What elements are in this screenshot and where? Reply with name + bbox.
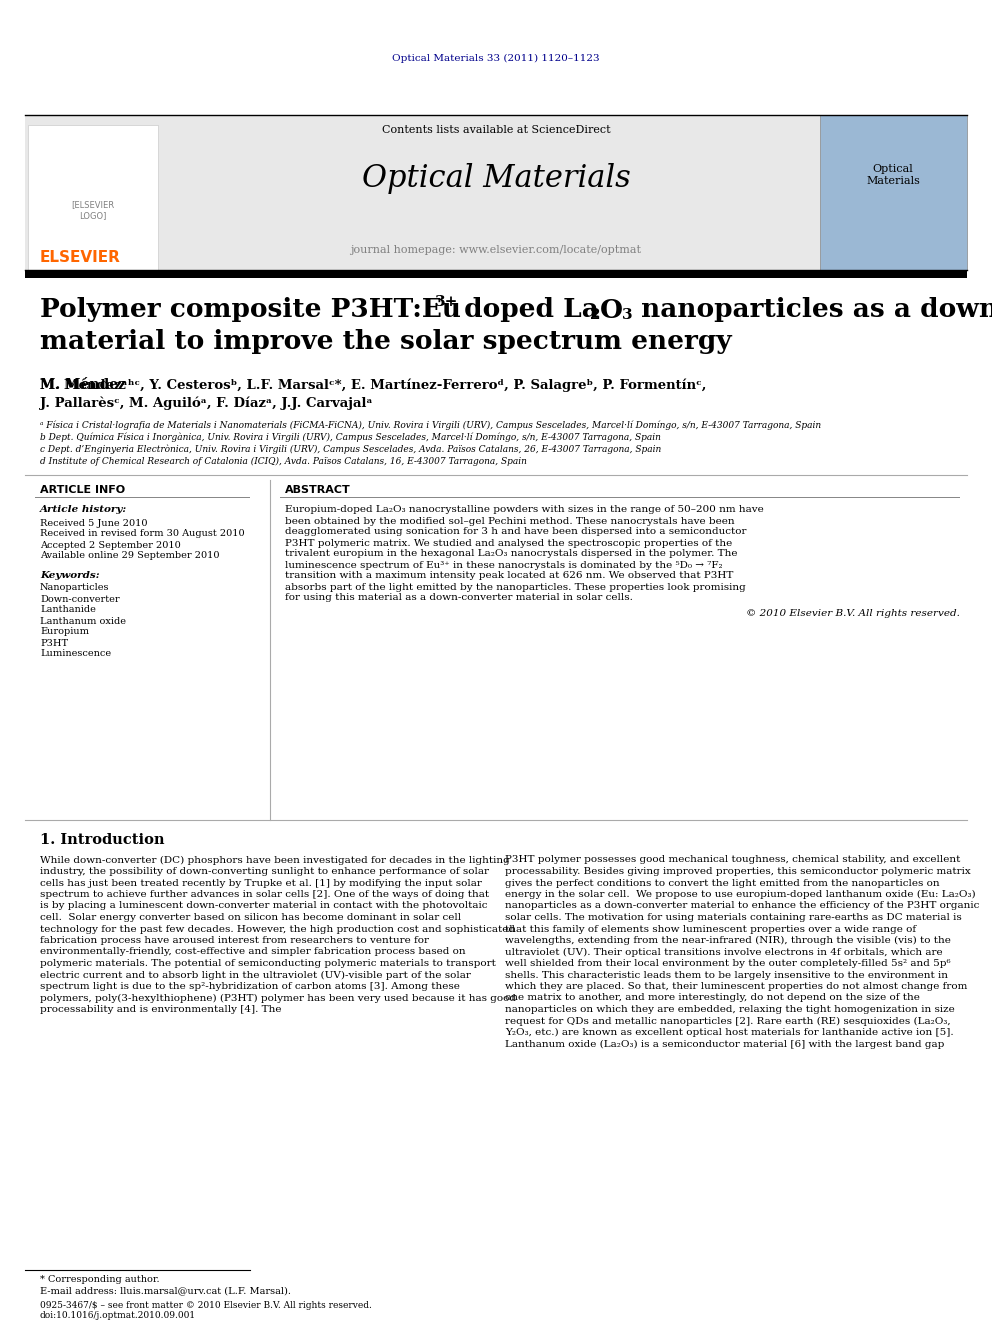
Text: technology for the past few decades. However, the high production cost and sophi: technology for the past few decades. How… bbox=[40, 925, 515, 934]
Text: ARTICLE INFO: ARTICLE INFO bbox=[40, 486, 125, 495]
Text: M. Méndez: M. Méndez bbox=[40, 378, 131, 392]
Text: E-mail address: lluis.marsal@urv.cat (L.F. Marsal).: E-mail address: lluis.marsal@urv.cat (L.… bbox=[40, 1286, 291, 1295]
Text: Nanoparticles: Nanoparticles bbox=[40, 583, 109, 593]
Text: deagglomerated using sonication for 3 h and have been dispersed into a semicondu: deagglomerated using sonication for 3 h … bbox=[285, 528, 747, 537]
Text: Lanthanum oxide (La₂O₃) is a semiconductor material [6] with the largest band ga: Lanthanum oxide (La₂O₃) is a semiconduct… bbox=[505, 1040, 944, 1049]
Text: environmentally-friendly, cost-effective and simpler fabrication process based o: environmentally-friendly, cost-effective… bbox=[40, 947, 465, 957]
Text: one matrix to another, and more interestingly, do not depend on the size of the: one matrix to another, and more interest… bbox=[505, 994, 920, 1003]
Text: 3+: 3+ bbox=[435, 295, 458, 310]
Text: Luminescence: Luminescence bbox=[40, 650, 111, 659]
Text: d Institute of Chemical Research of Catalonia (ICIQ), Avda. Països Catalans, 16,: d Institute of Chemical Research of Cata… bbox=[40, 456, 527, 466]
Text: 1. Introduction: 1. Introduction bbox=[40, 833, 165, 847]
Text: ELSEVIER: ELSEVIER bbox=[40, 250, 120, 266]
Text: journal homepage: www.elsevier.com/locate/optmat: journal homepage: www.elsevier.com/locat… bbox=[350, 245, 642, 255]
Text: Polymer composite P3HT:Eu: Polymer composite P3HT:Eu bbox=[40, 298, 461, 323]
Text: for using this material as a down-converter material in solar cells.: for using this material as a down-conver… bbox=[285, 594, 633, 602]
Text: nanoparticles as a down-converter material to enhance the efficiency of the P3HT: nanoparticles as a down-converter materi… bbox=[505, 901, 979, 910]
Text: Keywords:: Keywords: bbox=[40, 570, 99, 579]
Text: Available online 29 September 2010: Available online 29 September 2010 bbox=[40, 552, 219, 561]
Text: cells has just been treated recently by Trupke et al. [1] by modifying the input: cells has just been treated recently by … bbox=[40, 878, 482, 888]
Text: fabrication process have aroused interest from researchers to venture for: fabrication process have aroused interes… bbox=[40, 935, 429, 945]
Text: processability and is environmentally [4]. The: processability and is environmentally [4… bbox=[40, 1005, 282, 1013]
Text: 3: 3 bbox=[622, 308, 633, 321]
Bar bbox=[28, 124, 158, 270]
Text: material to improve the solar spectrum energy: material to improve the solar spectrum e… bbox=[40, 329, 732, 355]
Text: Down-converter: Down-converter bbox=[40, 594, 120, 603]
Text: © 2010 Elsevier B.V. All rights reserved.: © 2010 Elsevier B.V. All rights reserved… bbox=[746, 610, 960, 618]
Text: shells. This characteristic leads them to be largely insensitive to the environm: shells. This characteristic leads them t… bbox=[505, 971, 948, 979]
Text: doped La: doped La bbox=[455, 298, 599, 323]
Text: industry, the possibility of down-converting sunlight to enhance performance of : industry, the possibility of down-conver… bbox=[40, 867, 489, 876]
Text: P3HT polymer possesses good mechanical toughness, chemical stability, and excell: P3HT polymer possesses good mechanical t… bbox=[505, 856, 960, 864]
Text: ultraviolet (UV). Their optical transitions involve electrons in 4f orbitals, wh: ultraviolet (UV). Their optical transiti… bbox=[505, 947, 942, 957]
Text: nanoparticles as a down-converter: nanoparticles as a down-converter bbox=[632, 298, 992, 323]
Text: O: O bbox=[600, 298, 623, 323]
Text: Europium-doped La₂O₃ nanocrystalline powders with sizes in the range of 50–200 n: Europium-doped La₂O₃ nanocrystalline pow… bbox=[285, 505, 764, 515]
Text: which they are placed. So that, their luminescent properties do not almost chang: which they are placed. So that, their lu… bbox=[505, 982, 967, 991]
Text: cell.  Solar energy converter based on silicon has become dominant in solar cell: cell. Solar energy converter based on si… bbox=[40, 913, 461, 922]
Text: luminescence spectrum of Eu³⁺ in these nanocrystals is dominated by the ⁵D₀ → ⁷F: luminescence spectrum of Eu³⁺ in these n… bbox=[285, 561, 722, 569]
Text: solar cells. The motivation for using materials containing rare-earths as DC mat: solar cells. The motivation for using ma… bbox=[505, 913, 962, 922]
Text: is by placing a luminescent down-converter material in contact with the photovol: is by placing a luminescent down-convert… bbox=[40, 901, 487, 910]
Text: well shielded from their local environment by the outer completely-filled 5s² an: well shielded from their local environme… bbox=[505, 959, 950, 968]
Text: doi:10.1016/j.optmat.2010.09.001: doi:10.1016/j.optmat.2010.09.001 bbox=[40, 1311, 196, 1319]
Text: ABSTRACT: ABSTRACT bbox=[285, 486, 351, 495]
Text: 2: 2 bbox=[590, 308, 600, 321]
Text: Received 5 June 2010: Received 5 June 2010 bbox=[40, 519, 148, 528]
Text: ᵃ Física i Cristal·lografia de Materials i Nanomaterials (FiCMA-FiCNA), Univ. Ro: ᵃ Física i Cristal·lografia de Materials… bbox=[40, 421, 821, 430]
Text: absorbs part of the light emitted by the nanoparticles. These properties look pr: absorbs part of the light emitted by the… bbox=[285, 582, 746, 591]
Text: processability. Besides giving improved properties, this semiconductor polymeric: processability. Besides giving improved … bbox=[505, 867, 971, 876]
Text: that this family of elements show luminescent properties over a wide range of: that this family of elements show lumine… bbox=[505, 925, 917, 934]
Bar bbox=[820, 115, 967, 270]
Text: Optical Materials 33 (2011) 1120–1123: Optical Materials 33 (2011) 1120–1123 bbox=[392, 53, 600, 62]
Text: * Corresponding author.: * Corresponding author. bbox=[40, 1275, 160, 1285]
Text: c Dept. d’Enginyeria Electrònica, Univ. Rovira i Virgili (URV), Campus Sescelade: c Dept. d’Enginyeria Electrònica, Univ. … bbox=[40, 445, 662, 454]
Text: Europium: Europium bbox=[40, 627, 89, 636]
Text: energy in the solar cell.  We propose to use europium-doped lanthanum oxide (Eu:: energy in the solar cell. We propose to … bbox=[505, 890, 975, 900]
Text: Accepted 2 September 2010: Accepted 2 September 2010 bbox=[40, 541, 181, 549]
Text: electric current and to absorb light in the ultraviolet (UV)-visible part of the: electric current and to absorb light in … bbox=[40, 971, 471, 979]
Text: Received in revised form 30 August 2010: Received in revised form 30 August 2010 bbox=[40, 529, 245, 538]
Bar bbox=[25, 271, 967, 278]
Text: been obtained by the modified sol–gel Pechini method. These nanocrystals have be: been obtained by the modified sol–gel Pe… bbox=[285, 516, 735, 525]
Text: wavelengths, extending from the near-infrared (NIR), through the visible (vis) t: wavelengths, extending from the near-inf… bbox=[505, 935, 951, 945]
Text: P3HT: P3HT bbox=[40, 639, 68, 647]
Text: gives the perfect conditions to convert the light emitted from the nanoparticles: gives the perfect conditions to convert … bbox=[505, 878, 939, 888]
Text: M. Méndezᵃʰᶜ, Y. Cesterosᵇ, L.F. Marsalᶜ*, E. Martínez-Ferreroᵈ, P. Salagreᵇ, P.: M. Méndezᵃʰᶜ, Y. Cesterosᵇ, L.F. Marsalᶜ… bbox=[40, 378, 706, 392]
Text: J. Pallarèsᶜ, M. Aguilóᵃ, F. Díazᵃ, J.J. Carvajalᵃ: J. Pallarèsᶜ, M. Aguilóᵃ, F. Díazᵃ, J.J.… bbox=[40, 397, 373, 410]
Text: polymeric materials. The potential of semiconducting polymeric materials to tran: polymeric materials. The potential of se… bbox=[40, 959, 496, 968]
Text: trivalent europium in the hexagonal La₂O₃ nanocrystals dispersed in the polymer.: trivalent europium in the hexagonal La₂O… bbox=[285, 549, 737, 558]
Text: Contents lists available at ScienceDirect: Contents lists available at ScienceDirec… bbox=[382, 124, 610, 135]
Text: Optical
Materials: Optical Materials bbox=[866, 164, 920, 185]
Text: spectrum light is due to the sp²-hybridization of carbon atoms [3]. Among these: spectrum light is due to the sp²-hybridi… bbox=[40, 982, 460, 991]
Text: Y₂O₃, etc.) are known as excellent optical host materials for lanthanide active : Y₂O₃, etc.) are known as excellent optic… bbox=[505, 1028, 953, 1037]
Text: Lanthanide: Lanthanide bbox=[40, 606, 96, 614]
Text: request for QDs and metallic nanoparticles [2]. Rare earth (RE) sesquioxides (La: request for QDs and metallic nanoparticl… bbox=[505, 1016, 950, 1025]
Text: Optical Materials: Optical Materials bbox=[362, 163, 630, 193]
Text: spectrum to achieve further advances in solar cells [2]. One of the ways of doin: spectrum to achieve further advances in … bbox=[40, 890, 489, 900]
Text: Lanthanum oxide: Lanthanum oxide bbox=[40, 617, 126, 626]
Text: [ELSEVIER
LOGO]: [ELSEVIER LOGO] bbox=[71, 200, 114, 220]
Text: 0925-3467/$ – see front matter © 2010 Elsevier B.V. All rights reserved.: 0925-3467/$ – see front matter © 2010 El… bbox=[40, 1301, 372, 1310]
Text: While down-converter (DC) phosphors have been investigated for decades in the li: While down-converter (DC) phosphors have… bbox=[40, 856, 510, 864]
Text: Article history:: Article history: bbox=[40, 505, 127, 515]
Text: b Dept. Química Física i Inorgànica, Univ. Rovira i Virgili (URV), Campus Sescel: b Dept. Química Física i Inorgànica, Uni… bbox=[40, 433, 661, 442]
Text: polymers, poly(3-hexylthiophene) (P3HT) polymer has been very used because it ha: polymers, poly(3-hexylthiophene) (P3HT) … bbox=[40, 994, 516, 1003]
Text: transition with a maximum intensity peak located at 626 nm. We observed that P3H: transition with a maximum intensity peak… bbox=[285, 572, 733, 581]
Text: P3HT polymeric matrix. We studied and analysed the spectroscopic properties of t: P3HT polymeric matrix. We studied and an… bbox=[285, 538, 732, 548]
Text: nanoparticles on which they are embedded, relaxing the tight homogenization in s: nanoparticles on which they are embedded… bbox=[505, 1005, 954, 1013]
Bar bbox=[25, 115, 967, 270]
